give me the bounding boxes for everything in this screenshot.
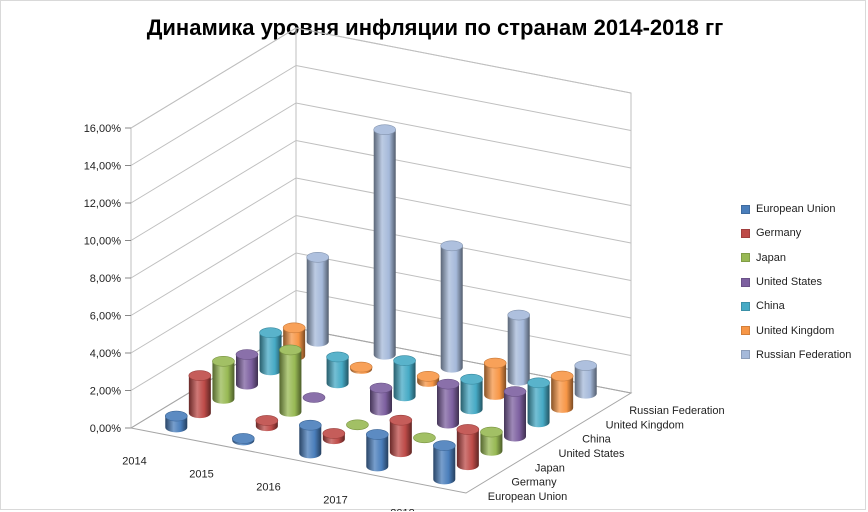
gridline — [130, 252, 632, 354]
legend-label: United States — [756, 276, 823, 289]
x-tick-label: 2015 — [189, 469, 213, 481]
bar — [259, 327, 282, 376]
legend-label: Japan — [756, 251, 786, 264]
y-tick-label: 6,00% — [90, 311, 121, 323]
bar — [550, 370, 574, 413]
y-tick-label: 0,00% — [90, 423, 121, 435]
depth-tick-label: Russian Federation — [629, 405, 724, 417]
legend-item: United States — [741, 270, 866, 294]
depth-tick-label: China — [582, 434, 612, 446]
bar — [393, 355, 416, 402]
legend-label: Russian Federation — [756, 348, 852, 361]
legend-swatch — [741, 301, 750, 311]
bar — [212, 355, 235, 404]
legend-item: China — [741, 294, 866, 318]
bar — [432, 440, 456, 485]
depth-tick-label: European Union — [488, 491, 568, 503]
bar — [326, 351, 349, 389]
gridline — [130, 64, 632, 166]
y-tick-label: 8,00% — [90, 273, 121, 285]
legend-label: Germany — [756, 227, 802, 240]
x-tick-label: 2017 — [323, 495, 347, 507]
bar — [235, 349, 259, 390]
gridline — [130, 214, 632, 316]
gridline — [130, 27, 632, 129]
bar — [164, 410, 188, 433]
depth-tick-label: Japan — [535, 462, 565, 474]
x-tick-label: 2014 — [122, 456, 146, 468]
y-tick-label: 16,00% — [84, 123, 122, 135]
bar — [302, 392, 326, 403]
legend-swatch — [741, 204, 750, 214]
legend-swatch — [741, 253, 750, 263]
depth-tick-label: Germany — [511, 477, 557, 489]
bar — [460, 373, 483, 415]
depth-tick-label: United Kingdom — [606, 419, 684, 431]
bar — [503, 386, 527, 442]
bar — [436, 378, 460, 429]
legend-swatch — [741, 350, 750, 360]
chart-title: Динамика уровня инфляции по странам 2014… — [146, 15, 724, 40]
bar — [389, 414, 413, 458]
bar — [416, 371, 440, 387]
bar — [480, 426, 503, 456]
bar — [346, 419, 369, 431]
bar — [255, 415, 279, 432]
legend-item: Germany — [741, 221, 866, 245]
legend-label: China — [756, 300, 785, 313]
legend-swatch — [741, 277, 750, 287]
gridline — [130, 139, 632, 241]
bar — [483, 357, 507, 400]
bar — [440, 240, 464, 373]
bar — [369, 382, 393, 416]
bar — [231, 433, 255, 446]
bar — [527, 377, 550, 428]
legend-swatch — [741, 228, 750, 238]
gridline — [130, 102, 632, 204]
bar — [456, 424, 480, 471]
bar — [279, 344, 302, 417]
legend-item: Russian Federation — [741, 343, 866, 367]
legend-item: United Kingdom — [741, 318, 866, 342]
y-tick-label: 12,00% — [84, 198, 122, 210]
bar — [349, 361, 373, 374]
legend: European Union Germany Japan United States C… — [741, 197, 866, 367]
legend-item: European Union — [741, 197, 866, 221]
x-tick-label: 2018 — [390, 508, 414, 512]
x-tick-label: 2016 — [256, 482, 280, 494]
y-tick-label: 14,00% — [84, 161, 122, 173]
legend-item: Japan — [741, 246, 866, 270]
bar — [298, 419, 322, 459]
y-tick-label: 4,00% — [90, 348, 121, 360]
bar — [507, 309, 531, 386]
bar — [574, 360, 598, 399]
bar — [322, 428, 346, 445]
legend-swatch — [741, 326, 750, 336]
legend-label: United Kingdom — [756, 324, 835, 337]
bar — [188, 370, 212, 419]
y-tick-label: 10,00% — [84, 236, 122, 248]
gridline — [130, 177, 632, 279]
bar — [413, 432, 436, 444]
bar — [365, 429, 389, 472]
depth-tick-label: United States — [559, 448, 626, 460]
bar — [373, 124, 397, 360]
legend-label: European Union — [756, 203, 836, 216]
bar — [306, 251, 330, 347]
y-tick-label: 2,00% — [90, 386, 121, 398]
